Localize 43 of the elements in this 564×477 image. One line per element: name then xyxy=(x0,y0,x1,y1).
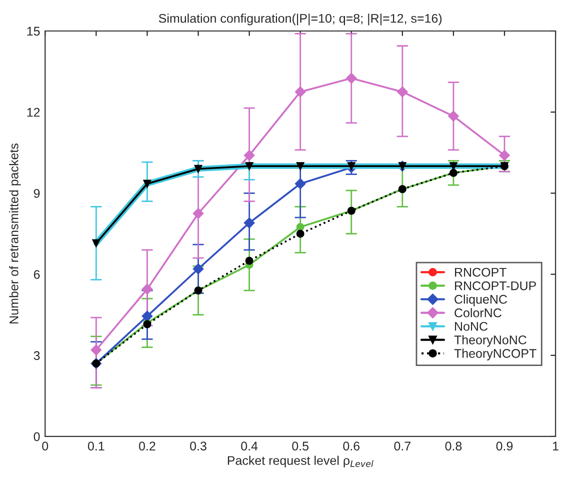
y-tick-label: 6 xyxy=(34,270,40,279)
y-tick-label: 0 xyxy=(34,432,40,442)
point xyxy=(499,150,510,161)
y-tick-label: 15 xyxy=(27,26,40,36)
x-tick-label: 1 xyxy=(553,442,558,450)
legend-label: ColorNC xyxy=(454,308,502,318)
point xyxy=(346,72,357,84)
y-tick-label: 3 xyxy=(34,351,40,360)
point xyxy=(296,230,304,238)
y-tick-label: 12 xyxy=(27,108,40,117)
x-tick-label: 0 xyxy=(42,442,48,450)
point xyxy=(90,344,102,356)
x-tick-label: 0.5 xyxy=(292,442,308,450)
x-tick-label: 0.7 xyxy=(394,442,410,450)
point xyxy=(245,256,254,265)
x-tick-label: 0.4 xyxy=(241,442,258,450)
point xyxy=(448,110,459,122)
legend-label: RNCOPT xyxy=(455,268,506,277)
point xyxy=(142,310,153,322)
x-axis-title: Packet request level ρ$_{Level}$ xyxy=(228,456,374,468)
x-tick-label: 0.8 xyxy=(445,442,462,450)
point xyxy=(296,222,304,231)
y-tick-label: 9 xyxy=(34,188,40,198)
point xyxy=(192,208,204,219)
point xyxy=(294,178,306,190)
x-tick-label: 0.1 xyxy=(88,442,104,450)
point xyxy=(192,263,204,274)
x-tick-label: 0.3 xyxy=(190,442,206,450)
legend-label: NoNC xyxy=(455,322,488,331)
point xyxy=(142,284,153,295)
x-tick-label: 0.2 xyxy=(139,442,156,450)
x-tick-label: 0.9 xyxy=(496,442,513,450)
legend-label: TheoryNoNC xyxy=(454,335,526,347)
chart-title: Simulation configuration(|P|=10; q=8; |R|=12, s=16) xyxy=(158,14,442,26)
point xyxy=(294,86,306,98)
y-axis-title: Number of retransmitted packets xyxy=(9,144,21,324)
x-tick-label: 0.6 xyxy=(343,442,360,450)
point xyxy=(244,150,255,161)
legend-label: TheoryNCOPT xyxy=(454,348,536,360)
legend-label: CliqueNC xyxy=(454,294,507,306)
legend-label: RNCOPT-DUP xyxy=(455,281,536,290)
point xyxy=(396,86,408,98)
point xyxy=(244,217,255,228)
